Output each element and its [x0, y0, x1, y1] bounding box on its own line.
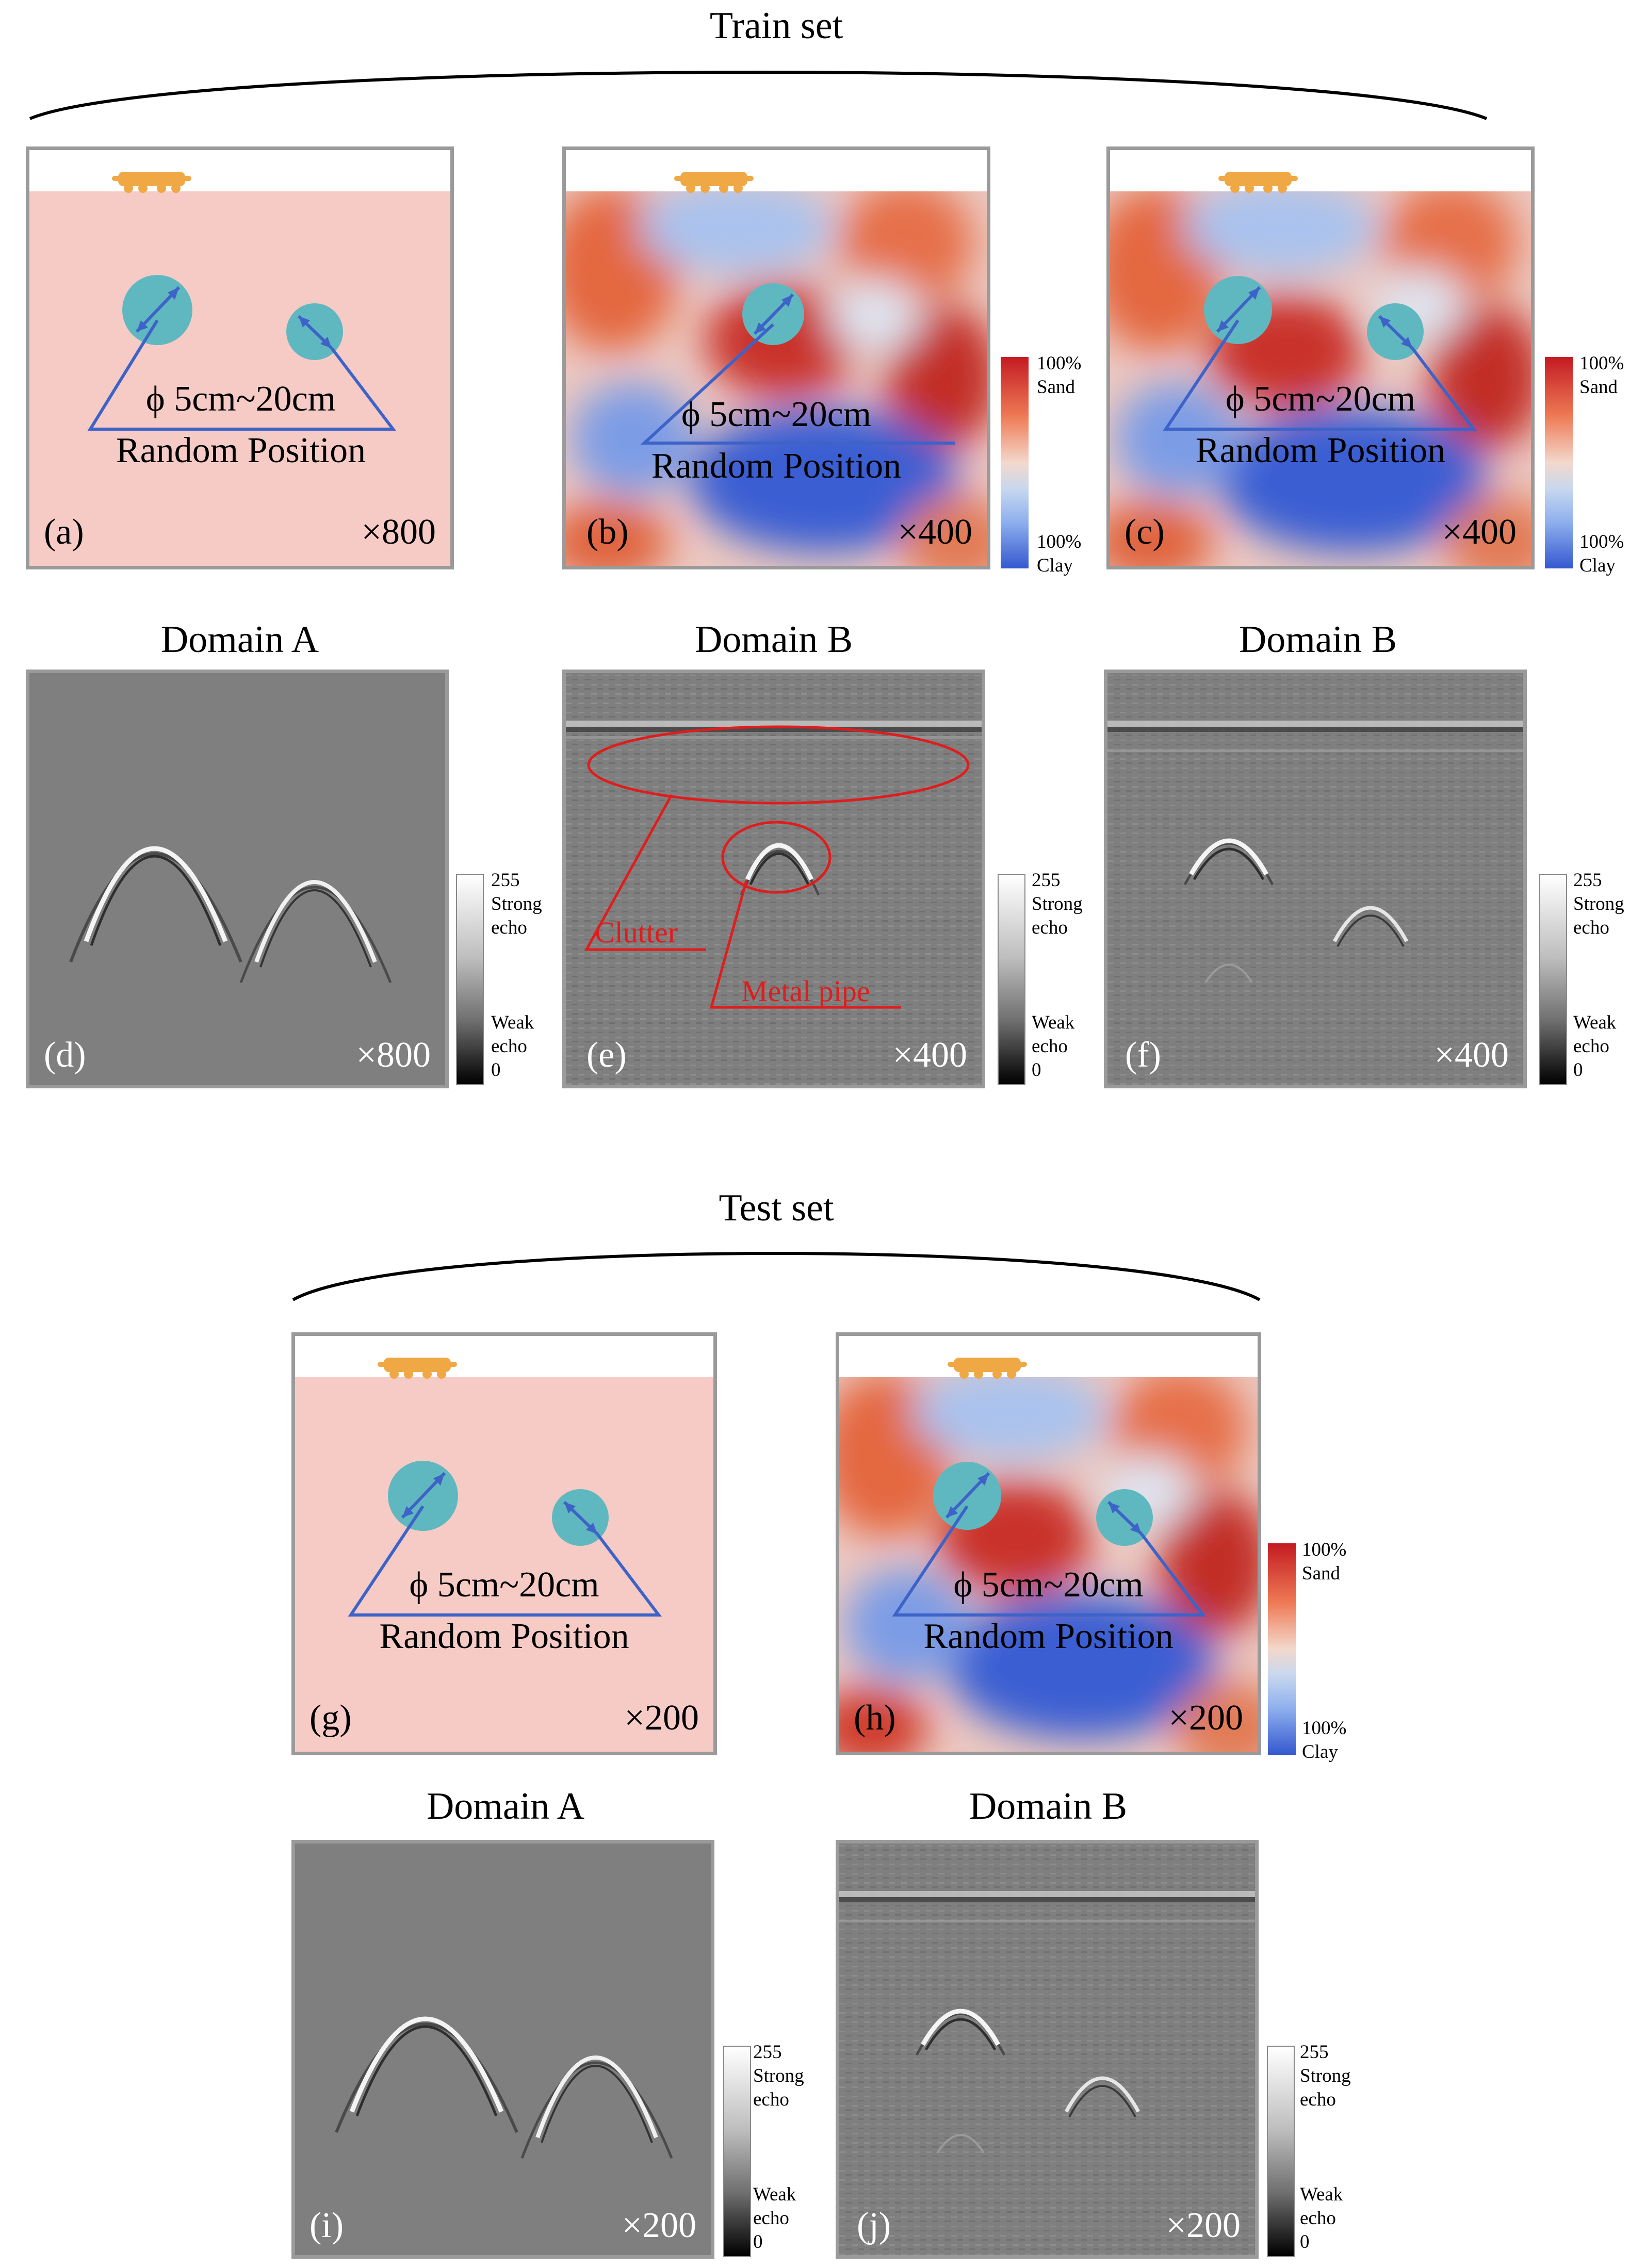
radargram-f — [1107, 673, 1523, 1085]
gpr-cart-icon — [112, 172, 191, 193]
radargram-j — [839, 1843, 1255, 2255]
gpr-cart-icon — [378, 1358, 457, 1379]
panel-h-heterogeneous-model: ϕ 5cm~20cm Random Position (h) ×200 — [836, 1332, 1261, 1755]
panel-label-f: (f) — [1125, 1035, 1161, 1075]
panel-c-heterogeneous-model: ϕ 5cm~20cm Random Position (c) ×400 — [1106, 146, 1535, 569]
gpr-cart-icon — [1218, 172, 1298, 193]
echo-colorbar-f-top: 255 Strong echo — [1573, 870, 1624, 938]
panel-label-a: (a) — [44, 512, 84, 552]
sample-count-e: ×400 — [892, 1035, 967, 1075]
radargram-i — [295, 1843, 711, 2255]
echo-colorbar-d-top: 255 Strong echo — [491, 870, 542, 938]
panel-d-radargram: (d) ×800 — [26, 670, 449, 1088]
position-text-g: Random Position — [379, 1617, 629, 1656]
soil-colorbar-b — [1001, 357, 1029, 568]
sample-count-f: ×400 — [1434, 1035, 1509, 1075]
sample-count-a: ×800 — [361, 512, 436, 552]
echo-colorbar-i-top: 255 Strong echo — [753, 2042, 804, 2110]
model-b-drawing — [566, 150, 987, 566]
diameter-text-a: ϕ 5cm~20cm — [145, 379, 336, 419]
test-set-brace — [292, 1252, 1261, 1301]
echo-colorbar-d — [456, 874, 484, 1085]
panel-label-b: (b) — [586, 512, 629, 552]
echo-colorbar-e-top: 255 Strong echo — [1032, 870, 1083, 938]
model-c-drawing — [1110, 150, 1531, 566]
panel-e-radargram: Clutter Metal pipe (e) ×400 — [562, 670, 985, 1088]
train-set-brace — [29, 71, 1488, 120]
domain-title-i: Domain A — [426, 1785, 585, 1828]
soil-colorbar-h — [1268, 1543, 1296, 1755]
echo-colorbar-i-bottom: Weak echo 0 — [753, 2184, 796, 2253]
diameter-text-h: ϕ 5cm~20cm — [953, 1565, 1144, 1605]
sample-count-i: ×200 — [622, 2206, 696, 2245]
annotation-callouts — [584, 725, 970, 1009]
panel-g-homogeneous-model: ϕ 5cm~20cm Random Position (g) ×200 — [291, 1332, 717, 1755]
position-text-a: Random Position — [116, 431, 366, 470]
echo-colorbar-d-bottom: Weak echo 0 — [491, 1012, 534, 1081]
position-text-b: Random Position — [651, 446, 902, 486]
model-g-drawing — [295, 1336, 713, 1752]
domain-title-f: Domain B — [1238, 618, 1397, 661]
diameter-text-g: ϕ 5cm~20cm — [409, 1565, 599, 1605]
panel-label-h: (h) — [854, 1698, 896, 1738]
model-a-drawing — [29, 150, 450, 566]
soil-colorbar-h-bottom: 100% Clay — [1302, 1718, 1347, 1763]
soil-colorbar-c-bottom: 100% Clay — [1579, 531, 1624, 576]
panel-label-g: (g) — [309, 1698, 352, 1738]
panel-label-j: (j) — [857, 2206, 891, 2245]
gpr-cart-icon — [948, 1358, 1027, 1379]
sample-count-h: ×200 — [1168, 1698, 1243, 1738]
panel-b-heterogeneous-model: ϕ 5cm~20cm Random Position (b) ×400 — [562, 146, 990, 569]
train-set-title: Train set — [709, 5, 843, 47]
radargram-e — [566, 673, 982, 1085]
metal-pipe-annotation: Metal pipe — [741, 974, 870, 1008]
echo-colorbar-i — [723, 2046, 751, 2257]
radargram-d — [29, 673, 445, 1085]
echo-colorbar-f — [1539, 874, 1567, 1085]
domain-title-j: Domain B — [969, 1785, 1128, 1828]
panel-f-radargram: (f) ×400 — [1104, 670, 1527, 1088]
panel-label-d: (d) — [44, 1035, 86, 1075]
position-text-h: Random Position — [923, 1617, 1174, 1656]
soil-colorbar-b-top: 100% Sand — [1037, 353, 1082, 398]
soil-colorbar-h-top: 100% Sand — [1302, 1539, 1347, 1584]
panel-i-radargram: (i) ×200 — [291, 1840, 714, 2259]
sample-count-b: ×400 — [898, 512, 972, 552]
echo-colorbar-j-top: 255 Strong echo — [1300, 2042, 1351, 2110]
diameter-text-c: ϕ 5cm~20cm — [1225, 379, 1416, 419]
position-text-c: Random Position — [1195, 431, 1446, 470]
diameter-text-b: ϕ 5cm~20cm — [681, 395, 872, 434]
test-set-title: Test set — [719, 1187, 834, 1229]
panel-label-c: (c) — [1125, 512, 1165, 552]
echo-colorbar-j — [1267, 2046, 1295, 2257]
domain-title-e: Domain B — [694, 618, 853, 661]
sample-count-d: ×800 — [356, 1035, 431, 1075]
echo-colorbar-e-bottom: Weak echo 0 — [1032, 1012, 1075, 1081]
echo-colorbar-f-bottom: Weak echo 0 — [1573, 1012, 1617, 1081]
sample-count-g: ×200 — [624, 1698, 699, 1738]
sample-count-c: ×400 — [1442, 512, 1517, 552]
soil-colorbar-c-top: 100% Sand — [1579, 353, 1624, 398]
model-h-drawing — [839, 1336, 1258, 1752]
echo-colorbar-j-bottom: Weak echo 0 — [1300, 2184, 1343, 2253]
panel-j-radargram: (j) ×200 — [836, 1840, 1259, 2259]
panel-label-e: (e) — [586, 1035, 627, 1075]
clutter-annotation: Clutter — [595, 916, 678, 949]
sample-count-j: ×200 — [1166, 2206, 1241, 2245]
panel-label-i: (i) — [309, 2206, 344, 2245]
soil-colorbar-b-bottom: 100% Clay — [1037, 531, 1082, 576]
gpr-cart-icon — [674, 172, 754, 193]
echo-colorbar-e — [998, 874, 1025, 1085]
panel-a-homogeneous-model: ϕ 5cm~20cm Random Position (a) ×800 — [26, 146, 454, 569]
domain-title-d: Domain A — [160, 618, 319, 661]
soil-colorbar-c — [1545, 357, 1573, 568]
